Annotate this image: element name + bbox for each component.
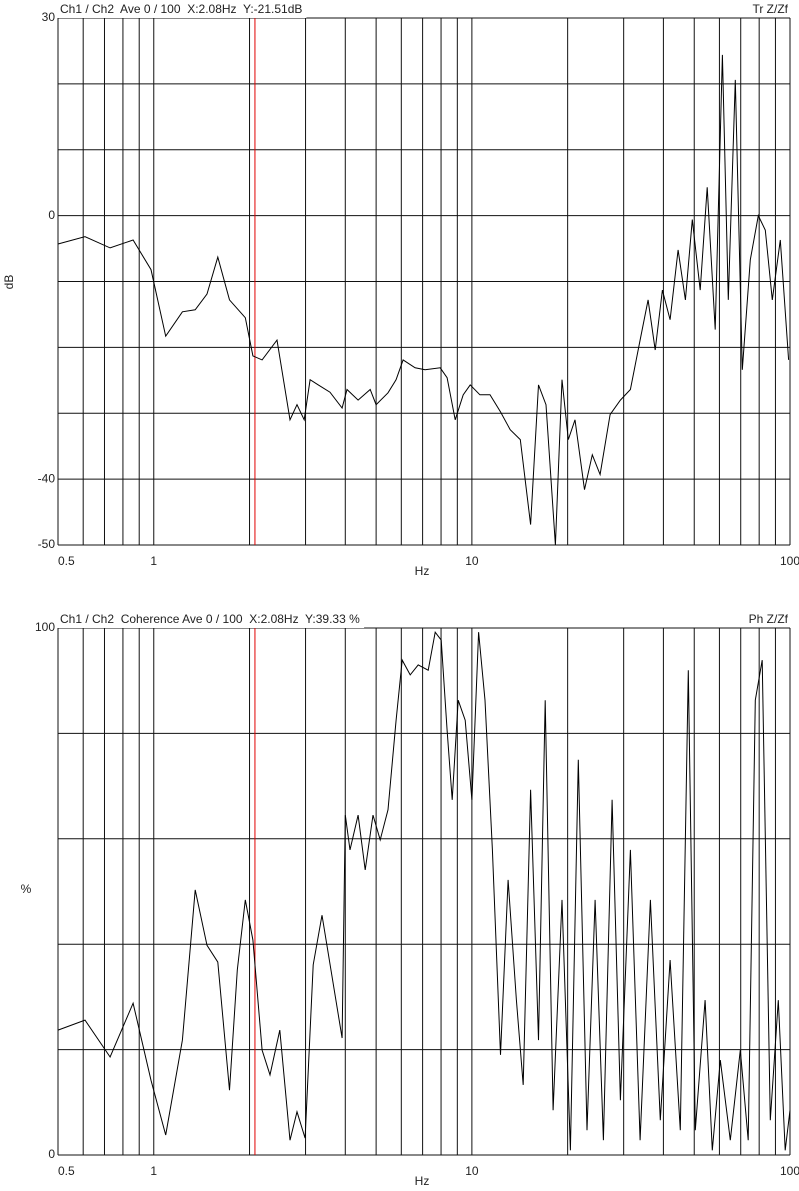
- x-axis-label: Hz: [415, 1174, 430, 1188]
- y-tick-label: 30: [42, 10, 56, 24]
- data-line: [57, 630, 791, 1151]
- x-tick-label: 1: [150, 554, 157, 568]
- y-axis-label: %: [21, 882, 32, 896]
- x-tick-label: 0.5: [58, 554, 75, 568]
- chart-title: Ch1 / Ch2 Ave 0 / 100 X:2.08Hz Y:-21.51d…: [60, 2, 302, 16]
- y-axis-label: dB: [2, 275, 16, 290]
- x-tick-label: 1: [150, 1164, 157, 1178]
- title-bg: [58, 2, 307, 18]
- y-tick-label: 0: [48, 208, 55, 222]
- data-line: [57, 54, 790, 546]
- y-tick-label: 100: [35, 620, 55, 634]
- x-axis-label: Hz: [415, 564, 430, 578]
- x-tick-label: 10: [465, 554, 479, 568]
- corner-label: Ph Z/Zf: [749, 612, 789, 626]
- x-tick-label: 100: [780, 1164, 799, 1178]
- x-tick-label: 10: [465, 1164, 479, 1178]
- y-tick-label: -50: [38, 537, 56, 551]
- y-tick-label: 0: [48, 1147, 55, 1161]
- x-tick-label: 0.5: [58, 1164, 75, 1178]
- corner-label: Tr Z/Zf: [752, 2, 788, 16]
- y-tick-label: -40: [38, 471, 56, 485]
- title-bg: [58, 612, 365, 628]
- chart-title: Ch1 / Ch2 Coherence Ave 0 / 100 X:2.08Hz…: [60, 612, 360, 626]
- x-tick-label: 100: [780, 554, 799, 568]
